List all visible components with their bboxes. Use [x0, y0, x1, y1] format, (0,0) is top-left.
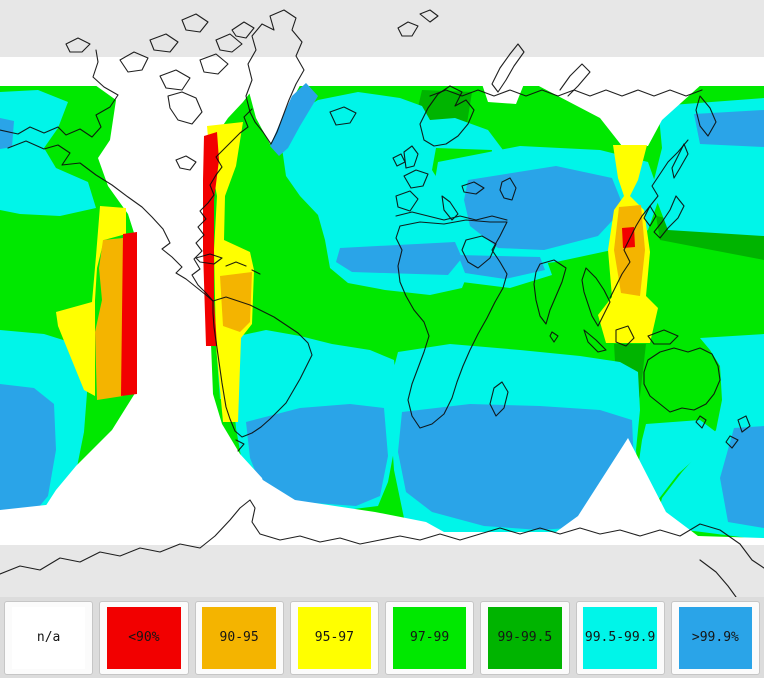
legend-swatch: >99.9%	[678, 606, 753, 669]
legend-label: 99.5-99.9	[584, 630, 656, 645]
coverage-map	[0, 0, 764, 597]
legend-item-5: 99-99.5	[480, 600, 570, 675]
legend-label: >99.9%	[691, 630, 739, 645]
polar-bottom-region	[0, 545, 764, 597]
coastline-path	[0, 49, 119, 138]
coastline-path	[533, 259, 567, 343]
coastline-path	[392, 145, 419, 169]
legend-item-0: n/a	[4, 600, 94, 675]
yellow-east-region	[207, 122, 254, 422]
south-of-australia-region	[638, 420, 716, 530]
legend-item-2: 90-95	[194, 600, 284, 675]
novaya-zemlya-patch-region	[482, 84, 524, 104]
legend-label: 99-99.5	[497, 630, 553, 645]
legend-swatch: n/a	[11, 606, 86, 669]
coastline-path	[429, 89, 703, 97]
legend-label: <90%	[128, 630, 160, 645]
red-east-region	[203, 132, 219, 346]
coastline-path	[643, 195, 685, 239]
legend-item-3: 95-97	[289, 600, 379, 675]
coastline-path	[583, 325, 679, 353]
coastline-path	[489, 381, 509, 417]
sahara-band-region	[336, 242, 462, 275]
bering-core-region	[0, 118, 14, 149]
legend-label: 90-95	[219, 630, 259, 645]
legend-item-6: 99.5-99.9	[575, 600, 665, 675]
greenland-coast-band-region	[270, 83, 318, 156]
legend-swatch: 95-97	[297, 606, 372, 669]
legend-swatch: <90%	[107, 606, 181, 669]
greenland-icecap-region	[244, 57, 304, 144]
legend-swatch: 99.5-99.9	[583, 606, 657, 669]
coastline-path	[212, 296, 313, 452]
siberia-v-region	[535, 84, 702, 146]
legend-label: 97-99	[410, 630, 450, 645]
coastline-path	[491, 43, 525, 93]
coastline-path	[0, 499, 764, 597]
legend-item-4: 97-99	[385, 600, 475, 675]
coastline-path	[191, 108, 253, 302]
coastline-path	[581, 267, 611, 327]
coastline-path	[671, 95, 717, 179]
coastline-path	[461, 235, 497, 269]
south-atlantic-core-region	[246, 404, 388, 506]
legend-swatch: 90-95	[202, 606, 276, 669]
japan-red-region	[622, 227, 635, 248]
coastline-path	[725, 415, 751, 449]
coastline-path	[395, 169, 429, 212]
world-map-svg	[0, 0, 764, 597]
coastline-path	[167, 91, 203, 125]
south-pacific-west-core-region	[0, 384, 56, 522]
coastline-path	[609, 139, 689, 299]
legend-label: 95-97	[314, 630, 354, 645]
legend-swatch: 97-99	[392, 606, 467, 669]
red-west-region	[121, 232, 137, 396]
orange-east-region	[220, 272, 252, 332]
coastline-path	[329, 106, 357, 126]
coastline-path	[395, 219, 508, 429]
nw-pacific-core-region	[694, 110, 764, 147]
coastline-path	[559, 63, 591, 97]
coastline-path	[643, 347, 721, 429]
japan-orange-region	[614, 205, 645, 296]
indian-core-region	[398, 404, 634, 530]
legend-item-1: <90%	[99, 600, 189, 675]
bering-sea-region	[0, 90, 96, 216]
legend-label: n/a	[36, 630, 61, 645]
coastline-path	[397, 9, 439, 37]
coastline-path	[395, 195, 508, 221]
legend: n/a <90% 90-95 95-97 97-99 99-99.5 99.5-99.9 >9…	[0, 597, 764, 678]
south-pacific-east-core-region	[720, 426, 764, 528]
polar-top-region	[0, 0, 764, 57]
coastline-path	[65, 13, 255, 91]
north-margin-region	[0, 57, 764, 86]
arabia-core-region	[458, 255, 545, 279]
legend-item-7: >99.9%	[670, 600, 760, 675]
coastline-path	[245, 9, 305, 145]
coastline-path	[175, 155, 197, 171]
coastline-path	[195, 253, 261, 275]
coastline-path	[461, 177, 517, 201]
orange-west-region	[95, 238, 123, 400]
legend-swatch: 99-99.5	[488, 606, 562, 669]
yellow-west-region	[56, 206, 126, 396]
coastline-path	[7, 140, 214, 302]
antarctic-margin-region	[0, 438, 764, 545]
north-america-keyhole-region	[45, 85, 272, 507]
coastline-path	[419, 85, 475, 147]
